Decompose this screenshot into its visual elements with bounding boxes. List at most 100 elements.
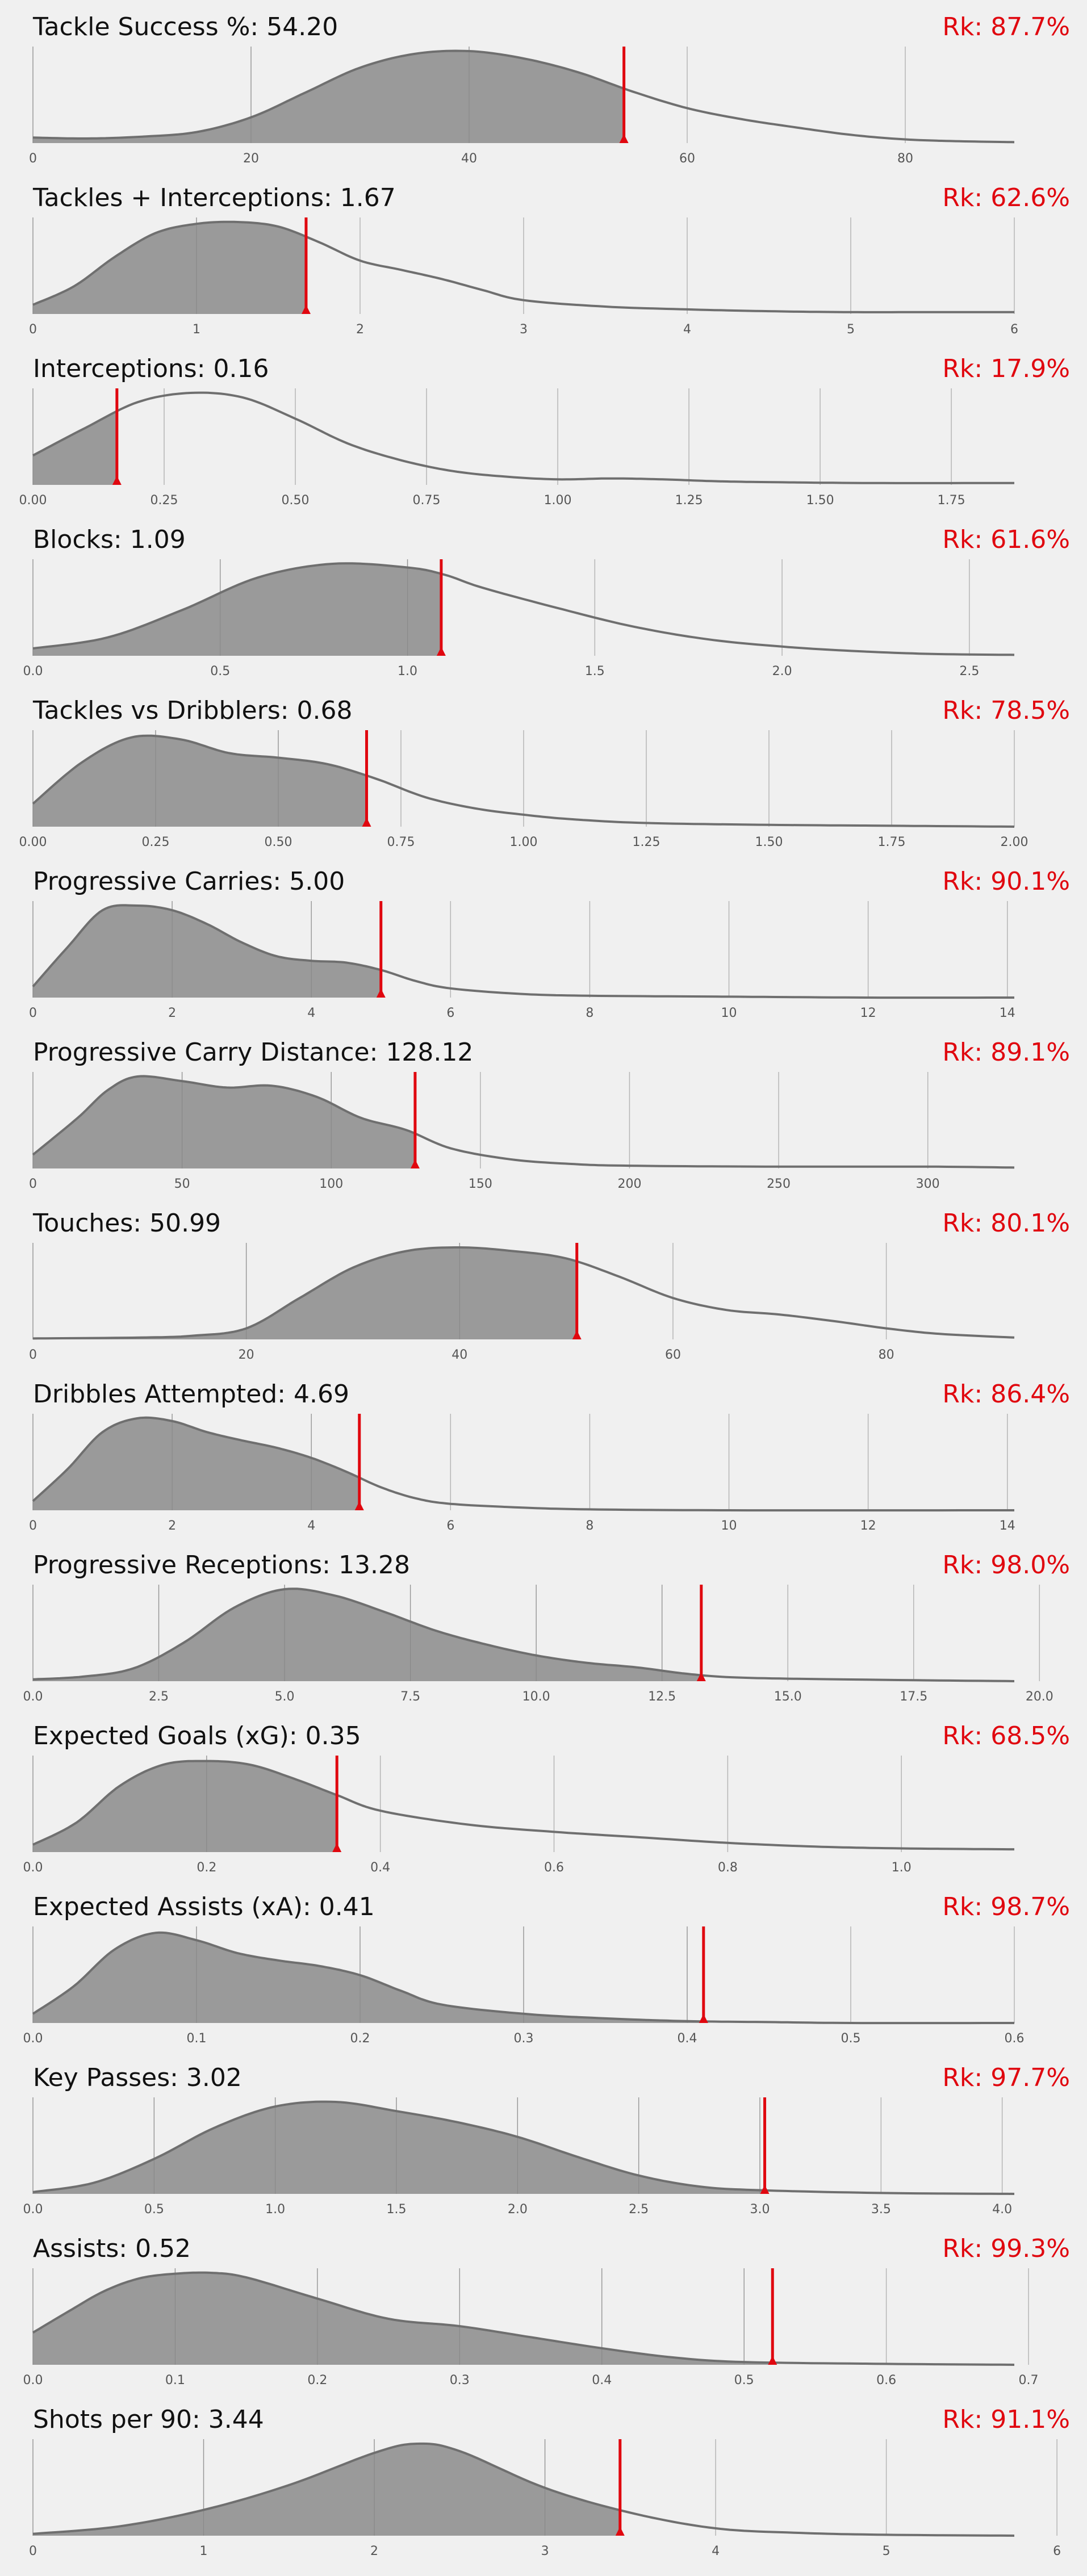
- density-plot: 0.0 0.5 1.0 1.5 2.0 2.5 3.0 3.5 4.0: [23, 2097, 1015, 2217]
- density-curve: [32, 1075, 1015, 1169]
- density-curve: [32, 1931, 1014, 2025]
- player-value-marker: [768, 2356, 777, 2365]
- player-value-marker: [696, 1672, 706, 1681]
- density-plot: 0 20 40 60 80: [29, 47, 1015, 166]
- x-tick-label: 2.0: [508, 2202, 528, 2217]
- x-tick-label: 0.5: [734, 2373, 754, 2387]
- x-tick-label: 5.0: [275, 1690, 295, 1704]
- percentile-rank-label: Rk: 99.3%: [942, 2234, 1070, 2263]
- x-tick-label: 0: [29, 2544, 37, 2558]
- x-tick-label: 2.5: [629, 2202, 649, 2217]
- metric-title: Interceptions: 0.16: [33, 354, 269, 383]
- x-tick-label: 0.6: [876, 2373, 896, 2387]
- density-curve: [32, 2100, 1015, 2195]
- x-tick-label: 12: [860, 1519, 876, 1533]
- filled-area: [33, 1417, 359, 1510]
- x-tick-label: 3: [520, 322, 528, 337]
- x-tick-label: 20: [243, 152, 259, 166]
- x-tick-label: 1.75: [938, 493, 965, 508]
- density-curve: [32, 1416, 1014, 1512]
- metric-panel: Assists: 0.52 Rk: 99.3% 0.0 0.1 0.2 0.3 0.4 0.5…: [0, 2234, 1087, 2405]
- x-tick-label: 1.50: [806, 493, 834, 508]
- metric-panel: Key Passes: 3.02 Rk: 97.7% 0.0 0.5 1.0 1.5 2.0…: [0, 2063, 1087, 2234]
- x-tick-label: 0.6: [544, 1861, 564, 1875]
- density-curve: [32, 391, 1014, 484]
- density-curve: [32, 734, 1015, 828]
- x-tick-label: 1.0: [265, 2202, 285, 2217]
- player-value-marker: [619, 134, 629, 143]
- percentile-rank-label: Rk: 91.1%: [942, 2405, 1070, 2434]
- x-tick-label: 1.75: [878, 835, 906, 849]
- x-tick-label: 20.0: [1026, 1690, 1053, 1704]
- x-tick-label: 60: [665, 1348, 681, 1362]
- x-tick-label: 0.5: [144, 2202, 164, 2217]
- x-tick-label: 6: [1010, 322, 1018, 337]
- x-tick-label: 0.3: [514, 2032, 534, 2046]
- density-plot: 0.0 0.1 0.2 0.3 0.4 0.5 0.6 0.7: [23, 2268, 1039, 2387]
- x-tick-label: 12.5: [648, 1690, 676, 1704]
- x-tick-label: 14: [1000, 1519, 1015, 1533]
- metric-panel: Tackles vs Dribblers: 0.68 Rk: 78.5% 0.00 0…: [0, 696, 1087, 867]
- x-tick-label: 0.7: [1019, 2373, 1039, 2387]
- density-plot: 0 1 2 3 4 5 6: [29, 217, 1018, 337]
- x-tick-label: 0.50: [282, 493, 310, 508]
- x-tick-label: 4.0: [992, 2202, 1012, 2217]
- x-tick-label: 6: [446, 1006, 454, 1020]
- x-tick-label: 1: [193, 322, 200, 337]
- x-tick-label: 0.0: [23, 1690, 43, 1704]
- metric-panel: Tackles + Interceptions: 1.67 Rk: 62.6% 0 1…: [0, 183, 1087, 354]
- player-value-marker: [410, 1159, 420, 1168]
- x-tick-label: 0.0: [23, 2032, 43, 2046]
- filled-area: [33, 2272, 773, 2365]
- x-tick-label: 0: [29, 1348, 37, 1362]
- x-tick-label: 10.0: [522, 1690, 550, 1704]
- metric-panel: Touches: 50.99 Rk: 80.1% 0 20 40 60 80: [0, 1209, 1087, 1380]
- x-tick-label: 1.00: [544, 493, 572, 508]
- x-tick-label: 2.5: [959, 664, 979, 678]
- metric-panel: Expected Assists (xA): 0.41 Rk: 98.7% 0.0 0…: [0, 1892, 1087, 2063]
- player-value-marker: [699, 2014, 708, 2023]
- density-plot: 0.00 0.25 0.50 0.75 1.00 1.25 1.50 1.75 2.00: [19, 730, 1028, 849]
- player-value-marker: [301, 305, 311, 314]
- metric-title: Progressive Receptions: 13.28: [33, 1551, 410, 1580]
- filled-area: [33, 2101, 765, 2194]
- metric-title: Tackle Success %: 54.20: [33, 12, 338, 41]
- x-tick-label: 0: [29, 1006, 37, 1020]
- metric-panel: Expected Goals (xG): 0.35 Rk: 68.5% 0.0 0.2…: [0, 1721, 1087, 1892]
- x-tick-label: 300: [916, 1177, 940, 1191]
- x-tick-label: 150: [469, 1177, 492, 1191]
- density-curve: [32, 49, 1015, 144]
- x-tick-label: 0.25: [142, 835, 170, 849]
- x-tick-label: 60: [679, 152, 695, 166]
- x-tick-label: 0.2: [350, 2032, 370, 2046]
- player-value-marker: [436, 647, 446, 656]
- x-tick-label: 0.50: [265, 835, 292, 849]
- x-tick-label: 2: [168, 1006, 176, 1020]
- percentile-rank-label: Rk: 86.4%: [942, 1380, 1070, 1409]
- x-tick-label: 0.8: [718, 1861, 738, 1875]
- metric-panel: Progressive Carries: 5.00 Rk: 90.1% 0 2 4 6 8 1…: [0, 867, 1087, 1038]
- percentile-rank-label: Rk: 78.5%: [942, 696, 1070, 725]
- x-tick-label: 14: [1000, 1006, 1015, 1020]
- density-curve: [32, 1246, 1015, 1340]
- x-tick-label: 1.00: [510, 835, 538, 849]
- filled-area: [33, 1761, 337, 1852]
- player-value-marker: [760, 2185, 770, 2194]
- density-curve: [32, 2271, 1015, 2366]
- x-tick-label: 3.0: [750, 2202, 770, 2217]
- x-tick-label: 3.5: [871, 2202, 891, 2217]
- filled-area: [33, 1932, 704, 2023]
- percentile-rank-label: Rk: 89.1%: [942, 1038, 1070, 1067]
- x-tick-label: 0.25: [150, 493, 178, 508]
- density-plot: 0 50 100 150 200 250 300: [29, 1072, 1015, 1191]
- x-tick-label: 10: [721, 1006, 737, 1020]
- player-value-marker: [362, 818, 371, 827]
- player-value-marker: [615, 2527, 625, 2536]
- x-tick-label: 2.5: [149, 1690, 169, 1704]
- metric-title: Tackles vs Dribblers: 0.68: [33, 696, 353, 725]
- x-tick-label: 0.75: [413, 493, 441, 508]
- x-tick-label: 8: [586, 1519, 593, 1533]
- player-value-marker: [112, 476, 122, 485]
- x-tick-label: 4: [683, 322, 691, 337]
